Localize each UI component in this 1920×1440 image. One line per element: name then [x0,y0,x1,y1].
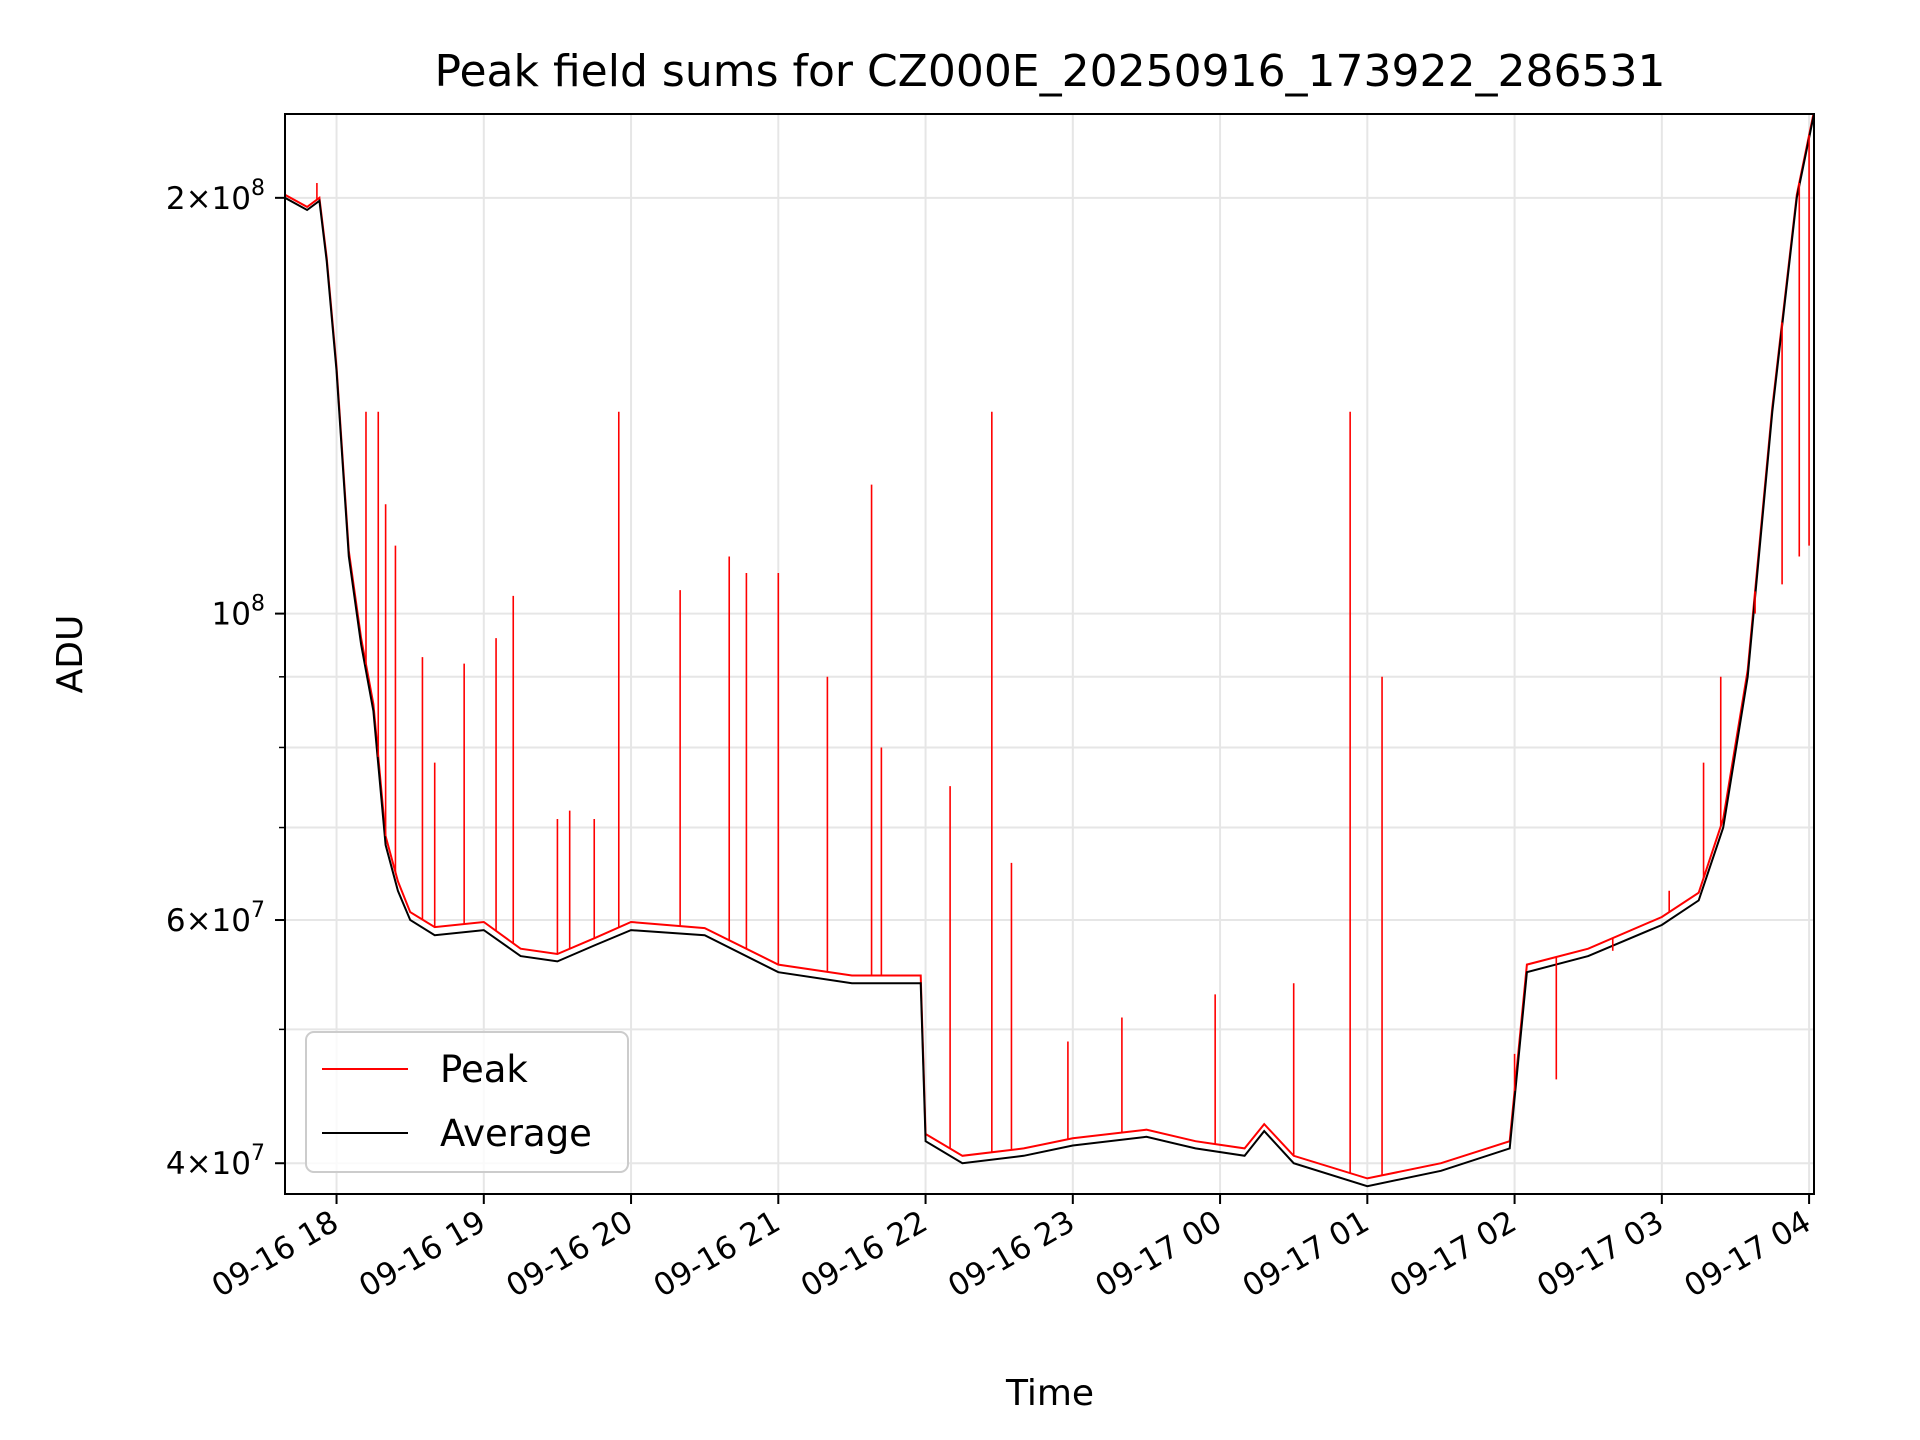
y-tick-label: 6×107 [166,898,265,939]
y-tick-label: 108 [212,592,265,633]
y-axis-label: ADU [50,615,91,694]
legend-peak-label: Peak [440,1048,528,1091]
x-axis-label: Time [1005,1373,1094,1414]
legend-average-label: Average [440,1112,592,1155]
y-tick-label: 4×107 [166,1141,265,1182]
average-series-line [285,114,1814,1188]
legend-box [305,1031,629,1173]
plot-frame [284,113,1815,1195]
y-axis: 2×108 108 6×107 4×107 [166,176,285,1182]
chart-title: Peak field sums for CZ000E_20250916_1739… [435,46,1666,97]
legend: Peak Average [305,1031,629,1173]
plot-area [285,114,1814,1188]
y-tick-label: 2×108 [166,176,265,217]
